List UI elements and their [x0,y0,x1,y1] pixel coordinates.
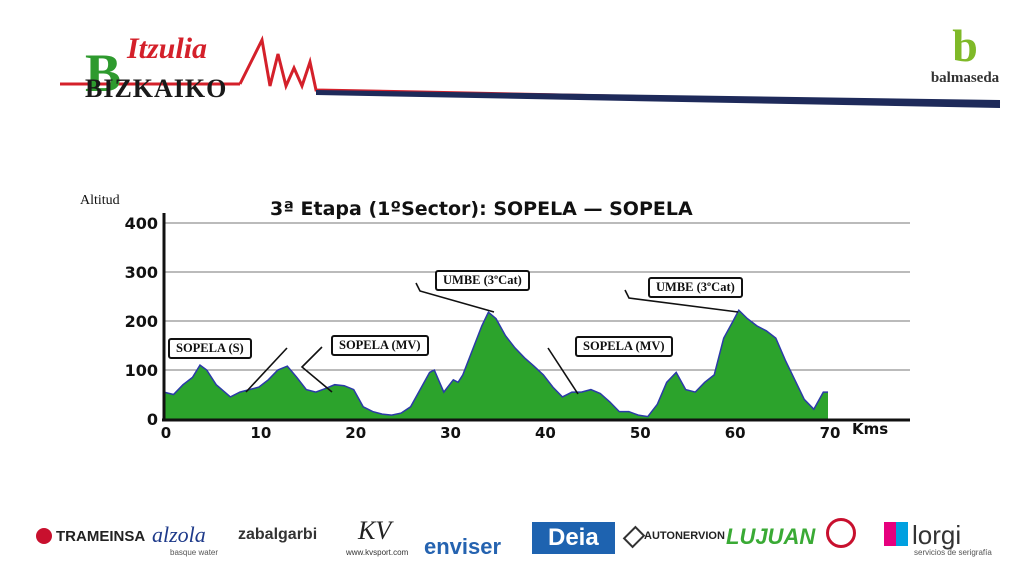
x-tick-label-20: 20 [345,424,366,442]
annotation-leader-3 [547,347,579,395]
annotation-sopela-mv-2: SOPELA (MV) [575,336,673,357]
brand-top-text: Itzulia [127,32,208,65]
x-axis-unit: Kms [852,420,889,438]
annotation-leader-4 [624,289,739,313]
sponsor-lujuan: LUJUAN [726,524,816,549]
sponsor-lorgi-sub: servicios de serigrafía [914,548,992,557]
annotation-leader-0 [245,347,288,393]
x-tick-label-40: 40 [535,424,556,442]
brand-bottom-text: BIZKAIKO [85,74,228,103]
y-axis-label: Altitud [80,193,120,208]
y-tick-label-300: 300 [125,263,158,282]
lorgi-squares-icon [884,522,908,546]
y-tick-label-0: 0 [147,410,158,429]
x-tick-label-50: 50 [630,424,651,442]
elevation-line [163,308,828,418]
sponsor-lorgi: lorgi [912,520,962,550]
sponsor-zabalgarbi: zabalgarbi [238,526,318,543]
x-tick-label-10: 10 [250,424,271,442]
navy-stripe [316,90,1000,108]
sponsor-kvsport: www.kvsport.com [346,548,409,557]
x-tick-label-0: 0 [161,424,171,442]
sponsor-strip: TRAMEINSA alzola basque water zabalgarbi… [0,508,1024,568]
x-tick-label-30: 30 [440,424,461,442]
balmaseda-name: balmaseda [930,70,1000,86]
y-tick-label-200: 200 [125,312,158,331]
sponsor-deia: Deia [532,522,615,554]
balmaseda-mark: b [952,20,978,71]
autonervion-icon [622,525,646,549]
annotation-leader-2 [415,282,495,313]
annotation-sopela-mv-1: SOPELA (MV) [331,335,429,356]
y-tick-label-400: 400 [125,214,158,233]
trameinsa-icon [36,528,52,544]
header-stripes [60,35,1001,108]
sponsor-alzola-sub: basque water [170,548,219,557]
chart-title: 3ª Etapa (1ºSector): SOPELA — SOPELA [270,198,693,220]
sponsor-enviser: enviser [424,534,502,559]
elevation-area [164,310,828,419]
annotation-sopela-start: SOPELA (S) [168,338,252,359]
itzulia-logo: B Itzulia BIZKAIKO [55,28,315,108]
annotation-umbe-1: UMBE (3ºCat) [435,270,530,291]
annotation-umbe-2: UMBE (3ºCat) [648,277,743,298]
x-tick-label-70: 70 [820,424,841,442]
x-tick-label-60: 60 [725,424,746,442]
sponsor-alzola: alzola [152,522,206,547]
annotation-leader-1 [300,346,333,393]
balmaseda-logo: b balmaseda [920,22,1010,102]
y-tick-label-100: 100 [125,361,158,380]
sponsor-trameinsa: TRAMEINSA [56,528,146,545]
brand-initial: B [85,43,122,103]
federation-seal-icon [826,518,856,548]
kv-logo-icon: KV [358,516,392,545]
header-band: B Itzulia BIZKAIKO b balmaseda [0,0,1024,120]
sponsor-autonervion: AUTONERVION [644,530,725,542]
